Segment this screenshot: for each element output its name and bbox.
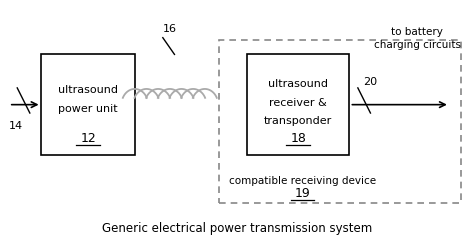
- Text: ultrasound: ultrasound: [268, 79, 328, 89]
- Text: 18: 18: [290, 132, 306, 145]
- Text: ultrasound: ultrasound: [58, 85, 118, 95]
- Text: 14: 14: [9, 121, 23, 131]
- Text: 16: 16: [163, 24, 177, 34]
- Bar: [247, 55, 349, 155]
- Text: transponder: transponder: [264, 116, 332, 126]
- Text: 12: 12: [80, 132, 96, 145]
- Text: power unit: power unit: [59, 104, 118, 114]
- Bar: [219, 40, 461, 203]
- Text: to battery
charging circuits: to battery charging circuits: [374, 27, 461, 50]
- Text: receiver &: receiver &: [269, 98, 327, 108]
- Text: Generic electrical power transmission system: Generic electrical power transmission sy…: [102, 222, 373, 235]
- Text: 20: 20: [363, 77, 377, 87]
- Bar: [41, 55, 135, 155]
- Text: 19: 19: [295, 187, 311, 200]
- Text: compatible receiving device: compatible receiving device: [229, 176, 377, 186]
